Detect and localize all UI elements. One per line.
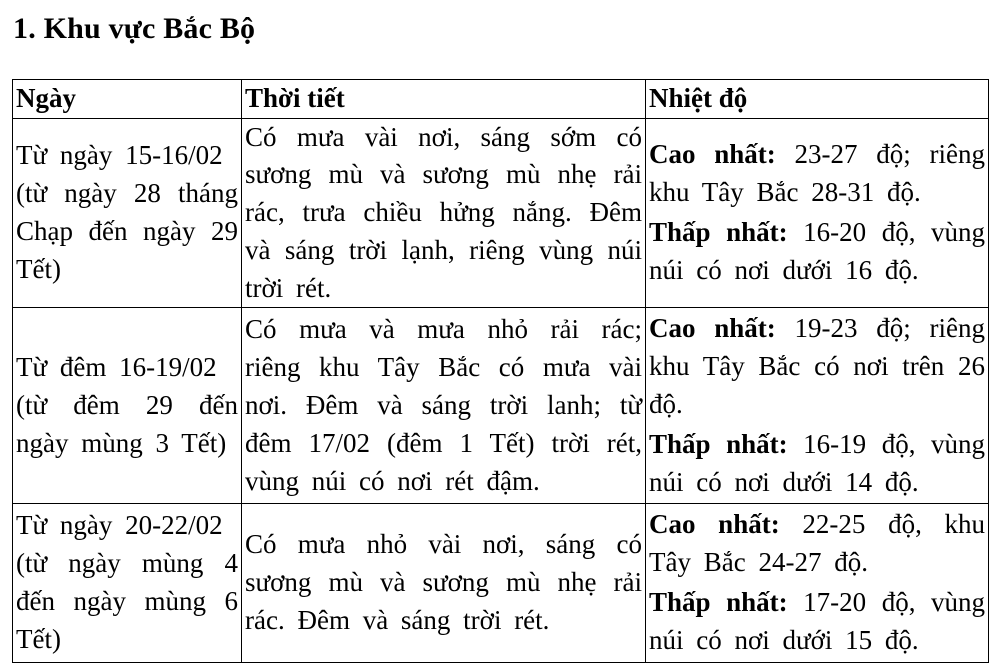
temp-low: Thấp nhất: 16-19 độ, vùng núi có nơi dướ…: [649, 426, 985, 502]
temperature-cell: Cao nhất: 22-25 độ, khu Tây Bắc 24-27 độ…: [645, 503, 989, 663]
temperature-cell: Cao nhất: 23-27 độ; riêng khu Tây Bắc 28…: [645, 117, 989, 309]
temp-high-value: 22-25 độ, khu Tây Bắc 24-27 độ.: [649, 509, 985, 578]
date-lunar: (từ ngày mùng 4 đến ngày mùng 6 Tết): [16, 548, 238, 654]
table-row: Từ ngày 15-16/02 (từ ngày 28 tháng Chạp …: [12, 117, 989, 309]
temp-high-value: 23-27 độ; riêng khu Tây Bắc 28-31 độ.: [649, 139, 985, 208]
weather-cell: Có mưa và mưa nhỏ rải rác; riêng khu Tây…: [241, 307, 646, 505]
temp-low: Thấp nhất: 16-20 độ, vùng núi có nơi dướ…: [649, 214, 985, 290]
weather-cell: Có mưa vài nơi, sáng sớm có sương mù và …: [241, 117, 646, 309]
temp-high: Cao nhất: 22-25 độ, khu Tây Bắc 24-27 độ…: [649, 506, 985, 582]
temp-high-value: 19-23 độ; riêng khu Tây Bắc có nơi trên …: [649, 313, 985, 420]
temp-low-label: Thấp nhất:: [649, 216, 788, 247]
temp-high: Cao nhất: 19-23 độ; riêng khu Tây Bắc có…: [649, 310, 985, 423]
column-header-temperature: Nhiệt độ: [645, 78, 989, 119]
weather-text: Có mưa vài nơi, sáng sớm có sương mù và …: [245, 121, 642, 303]
temp-low: Thấp nhất: 17-20 độ, vùng núi có nơi dướ…: [649, 584, 985, 660]
date-range: Từ đêm 16-19/02: [16, 352, 217, 383]
page-title: 1. Khu vực Bắc Bộ: [13, 12, 256, 45]
date-range: Từ ngày 20-22/02: [16, 510, 223, 541]
column-header-weather: Thời tiết: [241, 78, 646, 119]
weather-text: Có mưa và mưa nhỏ rải rác; riêng khu Tây…: [245, 314, 642, 496]
temperature-cell: Cao nhất: 19-23 độ; riêng khu Tây Bắc có…: [645, 307, 989, 505]
temp-high: Cao nhất: 23-27 độ; riêng khu Tây Bắc 28…: [649, 136, 985, 212]
temp-low-label: Thấp nhất:: [649, 428, 788, 459]
temp-high-label: Cao nhất:: [649, 313, 776, 344]
forecast-table: Ngày Thời tiết Nhiệt độ Từ ngày 15-16/02…: [12, 78, 989, 663]
date-lunar: (từ đêm 29 đến ngày mùng 3 Tết): [16, 390, 238, 458]
date-range: Từ ngày 15-16/02: [16, 140, 223, 171]
header-row: Ngày Thời tiết Nhiệt độ: [12, 78, 989, 119]
weather-text: Có mưa nhỏ vài nơi, sáng có sương mù và …: [245, 529, 642, 635]
column-header-date: Ngày: [12, 78, 242, 119]
weather-cell: Có mưa nhỏ vài nơi, sáng có sương mù và …: [241, 503, 646, 663]
temp-low-label: Thấp nhất:: [649, 587, 788, 618]
temp-low-value: 16-20 độ, vùng núi có nơi dưới 16 độ.: [649, 216, 985, 285]
date-cell: Từ ngày 15-16/02 (từ ngày 28 tháng Chạp …: [12, 117, 242, 309]
table-row: Từ đêm 16-19/02 (từ đêm 29 đến ngày mùng…: [12, 307, 989, 505]
date-cell: Từ đêm 16-19/02 (từ đêm 29 đến ngày mùng…: [12, 307, 242, 505]
table-row: Từ ngày 20-22/02 (từ ngày mùng 4 đến ngà…: [12, 503, 989, 663]
date-cell: Từ ngày 20-22/02 (từ ngày mùng 4 đến ngà…: [12, 503, 242, 663]
temp-high-label: Cao nhất:: [649, 139, 776, 170]
temp-low-value: 17-20 độ, vùng núi có nơi dưới 15 độ.: [649, 587, 985, 655]
date-lunar: (từ ngày 28 tháng Chạp đến ngày 29 Tết): [16, 178, 238, 284]
temp-high-label: Cao nhất:: [649, 509, 780, 540]
temp-low-value: 16-19 độ, vùng núi có nơi dưới 14 độ.: [649, 428, 985, 497]
